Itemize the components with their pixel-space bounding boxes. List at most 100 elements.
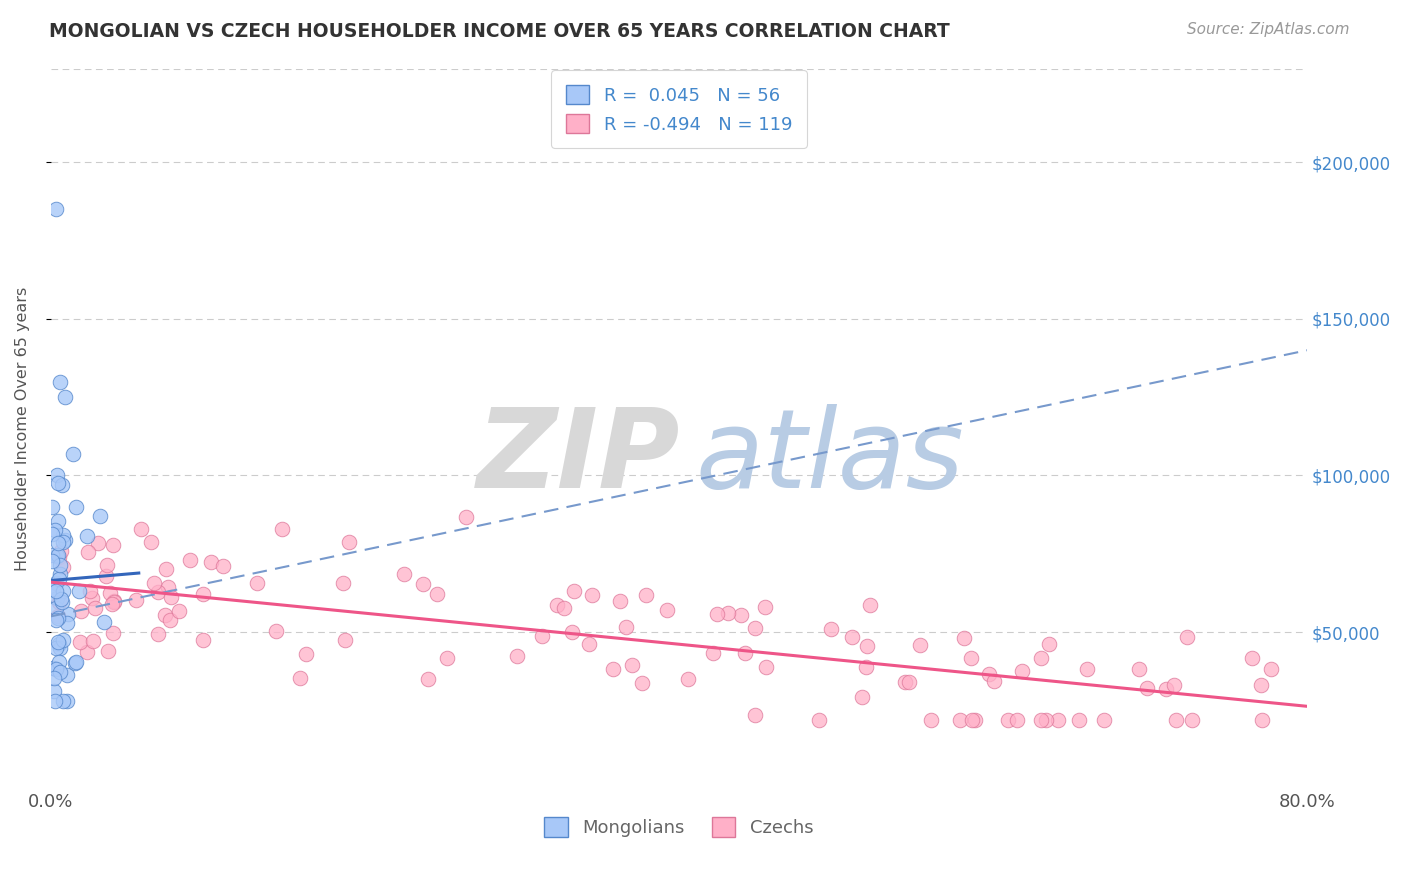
Point [1164, 713, 1187, 727]
Point [332, 575, 354, 590]
Point [65, 500, 87, 514]
Point [93, 615, 115, 629]
Point [392, 566, 415, 581]
Point [51, 478, 73, 492]
Point [578, 636, 600, 650]
Point [506, 648, 529, 663]
Point [146, 627, 169, 641]
Point [855, 639, 877, 653]
Point [1011, 664, 1033, 678]
Point [657, 603, 679, 617]
Point [48, 595, 70, 609]
Point [96, 558, 118, 573]
Point [146, 585, 169, 599]
Point [1154, 682, 1177, 697]
Point [44, 694, 66, 708]
Point [620, 657, 643, 672]
Point [48, 550, 70, 565]
Point [139, 535, 162, 549]
Point [246, 576, 269, 591]
Point [159, 613, 181, 627]
Point [67, 584, 90, 599]
Point [51, 595, 73, 609]
Point [142, 576, 165, 591]
Point [630, 676, 652, 690]
Point [191, 633, 214, 648]
Point [960, 650, 983, 665]
Point [530, 629, 553, 643]
Point [676, 673, 699, 687]
Point [87, 536, 110, 550]
Point [49, 567, 72, 582]
Point [49, 375, 72, 389]
Point [734, 647, 756, 661]
Point [49, 591, 72, 606]
Y-axis label: Householder Income Over 65 years: Householder Income Over 65 years [15, 286, 30, 571]
Point [48, 665, 70, 679]
Point [212, 559, 235, 574]
Point [1069, 713, 1091, 727]
Point [1076, 662, 1098, 676]
Point [706, 607, 728, 621]
Point [42, 684, 65, 698]
Point [46, 635, 69, 649]
Point [46, 514, 69, 528]
Point [46, 549, 69, 563]
Point [52, 583, 75, 598]
Point [62, 447, 84, 461]
Point [129, 522, 152, 536]
Point [48, 609, 70, 624]
Point [264, 624, 287, 638]
Point [46, 535, 69, 549]
Point [44, 671, 66, 685]
Point [41, 500, 63, 515]
Point [103, 625, 125, 640]
Point [76, 529, 98, 543]
Point [52, 535, 75, 549]
Point [41, 548, 63, 562]
Point [82, 633, 104, 648]
Legend: Mongolians, Czechs: Mongolians, Czechs [537, 810, 821, 845]
Point [83, 600, 105, 615]
Point [45, 202, 67, 217]
Point [63, 656, 86, 670]
Point [179, 553, 201, 567]
Point [89, 509, 111, 524]
Point [412, 576, 434, 591]
Point [1260, 662, 1282, 676]
Point [953, 631, 976, 645]
Point [46, 611, 69, 625]
Point [42, 582, 65, 597]
Point [717, 606, 740, 620]
Point [1046, 713, 1069, 727]
Point [193, 586, 215, 600]
Point [69, 635, 91, 649]
Point [920, 713, 942, 727]
Point [124, 593, 146, 607]
Point [45, 583, 67, 598]
Point [48, 572, 70, 586]
Point [48, 655, 70, 669]
Point [702, 646, 724, 660]
Point [602, 662, 624, 676]
Point [49, 558, 72, 572]
Point [45, 576, 67, 591]
Point [808, 713, 831, 727]
Point [155, 608, 177, 623]
Point [908, 638, 931, 652]
Point [103, 593, 125, 607]
Point [1005, 713, 1028, 727]
Point [52, 694, 75, 708]
Point [1092, 713, 1115, 727]
Point [69, 604, 91, 618]
Point [41, 553, 63, 567]
Point [82, 591, 104, 605]
Point [1038, 637, 1060, 651]
Point [855, 660, 877, 674]
Point [46, 476, 69, 491]
Point [46, 591, 69, 606]
Point [436, 650, 458, 665]
Point [609, 594, 631, 608]
Point [1163, 678, 1185, 692]
Point [271, 523, 294, 537]
